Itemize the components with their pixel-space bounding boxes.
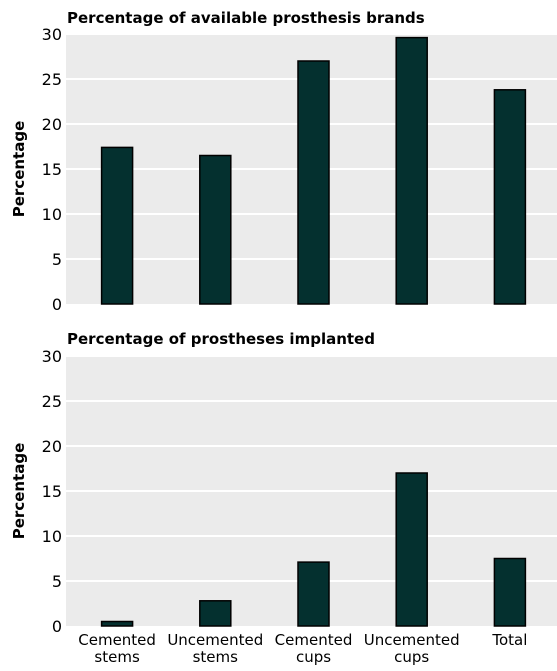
chart1-y-tick-label: 15 xyxy=(42,160,62,179)
chart2-y-tick-label: 5 xyxy=(52,572,62,591)
chart1-bar xyxy=(395,36,428,305)
chart1-bar xyxy=(297,60,330,305)
chart2-bar xyxy=(199,600,232,627)
chart1-y-tick-label: 30 xyxy=(42,25,62,44)
x-axis-category-label: Total xyxy=(491,631,527,649)
chart1-bar xyxy=(493,89,527,305)
chart2-bar xyxy=(395,472,428,627)
x-axis-category-label: Cemented xyxy=(275,631,353,649)
chart1-bar xyxy=(199,154,232,305)
x-axis-category-label: Uncemented xyxy=(364,631,460,649)
chart2-y-tick-label: 0 xyxy=(52,617,62,636)
chart2-bar xyxy=(297,561,330,627)
x-axis-category-label: stems xyxy=(193,648,239,666)
chart2-y-tick-label: 20 xyxy=(42,437,62,456)
chart2-y-tick-label: 15 xyxy=(42,482,62,501)
chart1-y-tick-label: 10 xyxy=(42,205,62,224)
x-axis-category-label: cups xyxy=(394,648,429,666)
chart1-y-axis-label: Percentage xyxy=(10,121,28,218)
chart2-y-tick-label: 25 xyxy=(42,392,62,411)
chart2-y-tick-label: 10 xyxy=(42,527,62,546)
chart2-bar xyxy=(100,620,134,627)
x-axis-category-label: cups xyxy=(296,648,331,666)
chart1-y-tick-label: 20 xyxy=(42,115,62,134)
x-axis-category-label: Uncemented xyxy=(167,631,263,649)
chart2-y-axis-label: Percentage xyxy=(10,443,28,540)
chart2-y-tick-label: 30 xyxy=(42,347,62,366)
x-axis-category-label: stems xyxy=(94,648,140,666)
chart1-bar xyxy=(100,146,134,305)
x-axis-category-label: Cemented xyxy=(78,631,156,649)
chart2-title: Percentage of prostheses implanted xyxy=(67,330,375,348)
chart1-y-tick-label: 25 xyxy=(42,70,62,89)
chart1-y-tick-label: 5 xyxy=(52,250,62,269)
chart1-y-tick-label: 0 xyxy=(52,295,62,314)
chart1-title: Percentage of available prosthesis brand… xyxy=(67,9,425,27)
chart2-bar xyxy=(493,557,527,627)
